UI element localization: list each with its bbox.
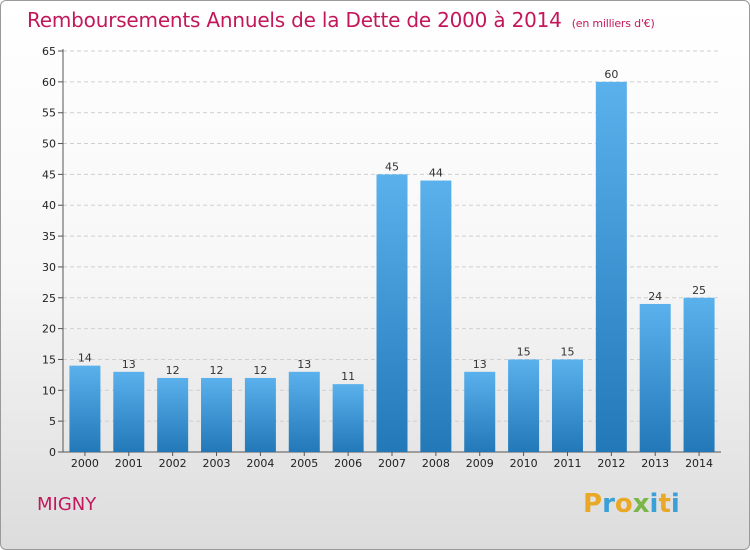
data-label: 12 [253, 364, 267, 377]
logo-letter: i [649, 489, 659, 519]
data-label: 60 [604, 68, 618, 81]
x-tick-label: 2012 [597, 457, 625, 470]
logo-letter: x [632, 489, 650, 519]
bar [508, 359, 540, 452]
bar [288, 371, 320, 452]
data-label: 13 [122, 358, 136, 371]
bar [639, 303, 671, 452]
chart-subtitle: (en milliers d'€) [571, 17, 655, 30]
bar [683, 297, 715, 452]
y-tick-label: 60 [42, 76, 56, 89]
data-label: 15 [517, 345, 531, 358]
chart-title: Remboursements Annuels de la Dette de 20… [27, 8, 655, 32]
x-tick-label: 2009 [466, 457, 494, 470]
data-label: 13 [473, 358, 487, 371]
bar [69, 365, 101, 452]
x-tick-label: 2014 [685, 457, 713, 470]
bars [69, 81, 715, 453]
bar [157, 377, 189, 452]
x-tick-label: 2002 [159, 457, 187, 470]
x-tick-label: 2007 [378, 457, 406, 470]
logo-letter: r [602, 489, 615, 519]
proxiti-logo: Proxiti [583, 489, 680, 519]
data-label: 25 [692, 284, 706, 297]
y-tick-label: 15 [42, 353, 56, 366]
chart-title-text: Remboursements Annuels de la Dette de 20… [27, 8, 562, 32]
y-tick-label: 10 [42, 384, 56, 397]
x-tick-label: 2011 [553, 457, 581, 470]
bar [376, 174, 408, 452]
y-tick-label: 50 [42, 138, 56, 151]
labels: 0 5 10 15 20 25 30 35 40 45 50 55 60 65 2000 14 2001 13 20… [42, 45, 713, 470]
x-tick-label: 2004 [246, 457, 274, 470]
commune-name: MIGNY [37, 494, 97, 515]
logo-letter: P [583, 489, 603, 519]
y-tick-label: 30 [42, 261, 56, 274]
x-tick-label: 2001 [115, 457, 143, 470]
y-tick-label: 20 [42, 323, 56, 336]
bar [113, 371, 145, 452]
y-tick-label: 35 [42, 230, 56, 243]
x-tick-label: 2008 [422, 457, 450, 470]
bar [201, 377, 233, 452]
x-tick-label: 2013 [641, 457, 669, 470]
x-tick-label: 2006 [334, 457, 362, 470]
y-tick-label: 40 [42, 199, 56, 212]
logo-letter: o [614, 489, 633, 519]
x-tick-label: 2010 [510, 457, 538, 470]
y-tick-label: 0 [49, 446, 56, 459]
bar [464, 371, 496, 452]
logo-letter: i [670, 489, 680, 519]
y-tick-label: 45 [42, 168, 56, 181]
y-tick-label: 25 [42, 292, 56, 305]
bar [332, 384, 364, 452]
data-label: 14 [78, 352, 92, 365]
bar [420, 180, 452, 453]
x-tick-label: 2000 [71, 457, 99, 470]
data-label: 12 [210, 364, 224, 377]
bar [244, 377, 276, 452]
data-label: 13 [297, 358, 311, 371]
data-label: 11 [341, 370, 355, 383]
bar [595, 81, 627, 452]
data-label: 15 [560, 345, 574, 358]
logo-letter: t [658, 489, 671, 519]
y-tick-label: 5 [49, 415, 56, 428]
y-tick-label: 55 [42, 107, 56, 120]
x-tick-label: 2003 [203, 457, 231, 470]
bar [551, 359, 583, 452]
data-label: 44 [429, 167, 443, 180]
x-tick-label: 2005 [290, 457, 318, 470]
y-tick-label: 65 [42, 45, 56, 58]
data-label: 45 [385, 160, 399, 173]
data-label: 12 [166, 364, 180, 377]
data-label: 24 [648, 290, 662, 303]
